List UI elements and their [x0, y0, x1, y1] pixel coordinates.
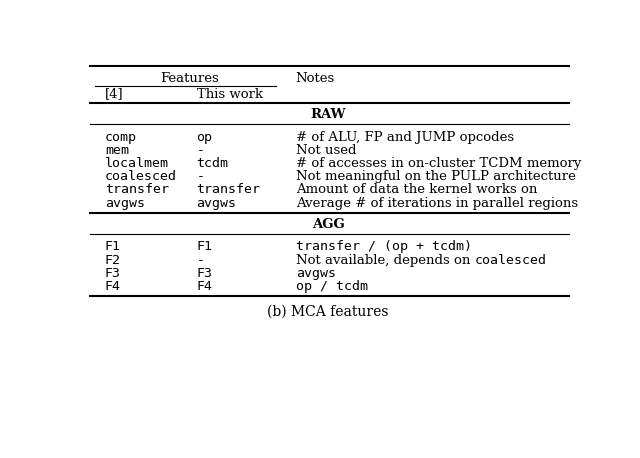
Text: -: -: [196, 144, 205, 157]
Text: mem: mem: [105, 144, 129, 157]
Text: # of ALU, FP and JUMP opcodes: # of ALU, FP and JUMP opcodes: [296, 131, 514, 144]
Text: avgws: avgws: [196, 196, 237, 210]
Text: AGG: AGG: [312, 218, 344, 231]
Text: RAW: RAW: [310, 108, 346, 121]
Text: F1: F1: [105, 240, 121, 253]
Text: op: op: [196, 131, 212, 144]
Text: transfer: transfer: [196, 183, 260, 196]
Text: coalesced: coalesced: [474, 254, 547, 267]
Text: localmem: localmem: [105, 157, 169, 170]
Text: Average # of iterations in parallel regions: Average # of iterations in parallel regi…: [296, 196, 578, 210]
Text: Features: Features: [160, 72, 218, 85]
Text: Notes: Notes: [296, 72, 335, 85]
Text: Amount of data the kernel works on: Amount of data the kernel works on: [296, 183, 537, 196]
Text: Not meaningful on the PULP architecture: Not meaningful on the PULP architecture: [296, 170, 575, 183]
Text: F3: F3: [105, 267, 121, 280]
Text: comp: comp: [105, 131, 137, 144]
Text: op / tcdm: op / tcdm: [296, 280, 368, 293]
Text: # of accesses in on-cluster TCDM memory: # of accesses in on-cluster TCDM memory: [296, 157, 581, 170]
Text: transfer / (op + tcdm): transfer / (op + tcdm): [296, 240, 472, 253]
Text: (b) MCA features: (b) MCA features: [268, 305, 388, 319]
Text: [4]: [4]: [105, 87, 124, 101]
Text: avgws: avgws: [105, 196, 145, 210]
Text: F4: F4: [196, 280, 212, 293]
Text: tcdm: tcdm: [196, 157, 228, 170]
Text: F3: F3: [196, 267, 212, 280]
Text: transfer: transfer: [105, 183, 169, 196]
Text: This work: This work: [196, 87, 262, 101]
Text: Not available, depends on: Not available, depends on: [296, 254, 474, 267]
Text: Not used: Not used: [296, 144, 356, 157]
Text: -: -: [196, 254, 205, 267]
Text: -: -: [196, 170, 205, 183]
Text: F2: F2: [105, 254, 121, 267]
Text: F4: F4: [105, 280, 121, 293]
Text: F1: F1: [196, 240, 212, 253]
Text: coalesced: coalesced: [105, 170, 177, 183]
Text: avgws: avgws: [296, 267, 336, 280]
